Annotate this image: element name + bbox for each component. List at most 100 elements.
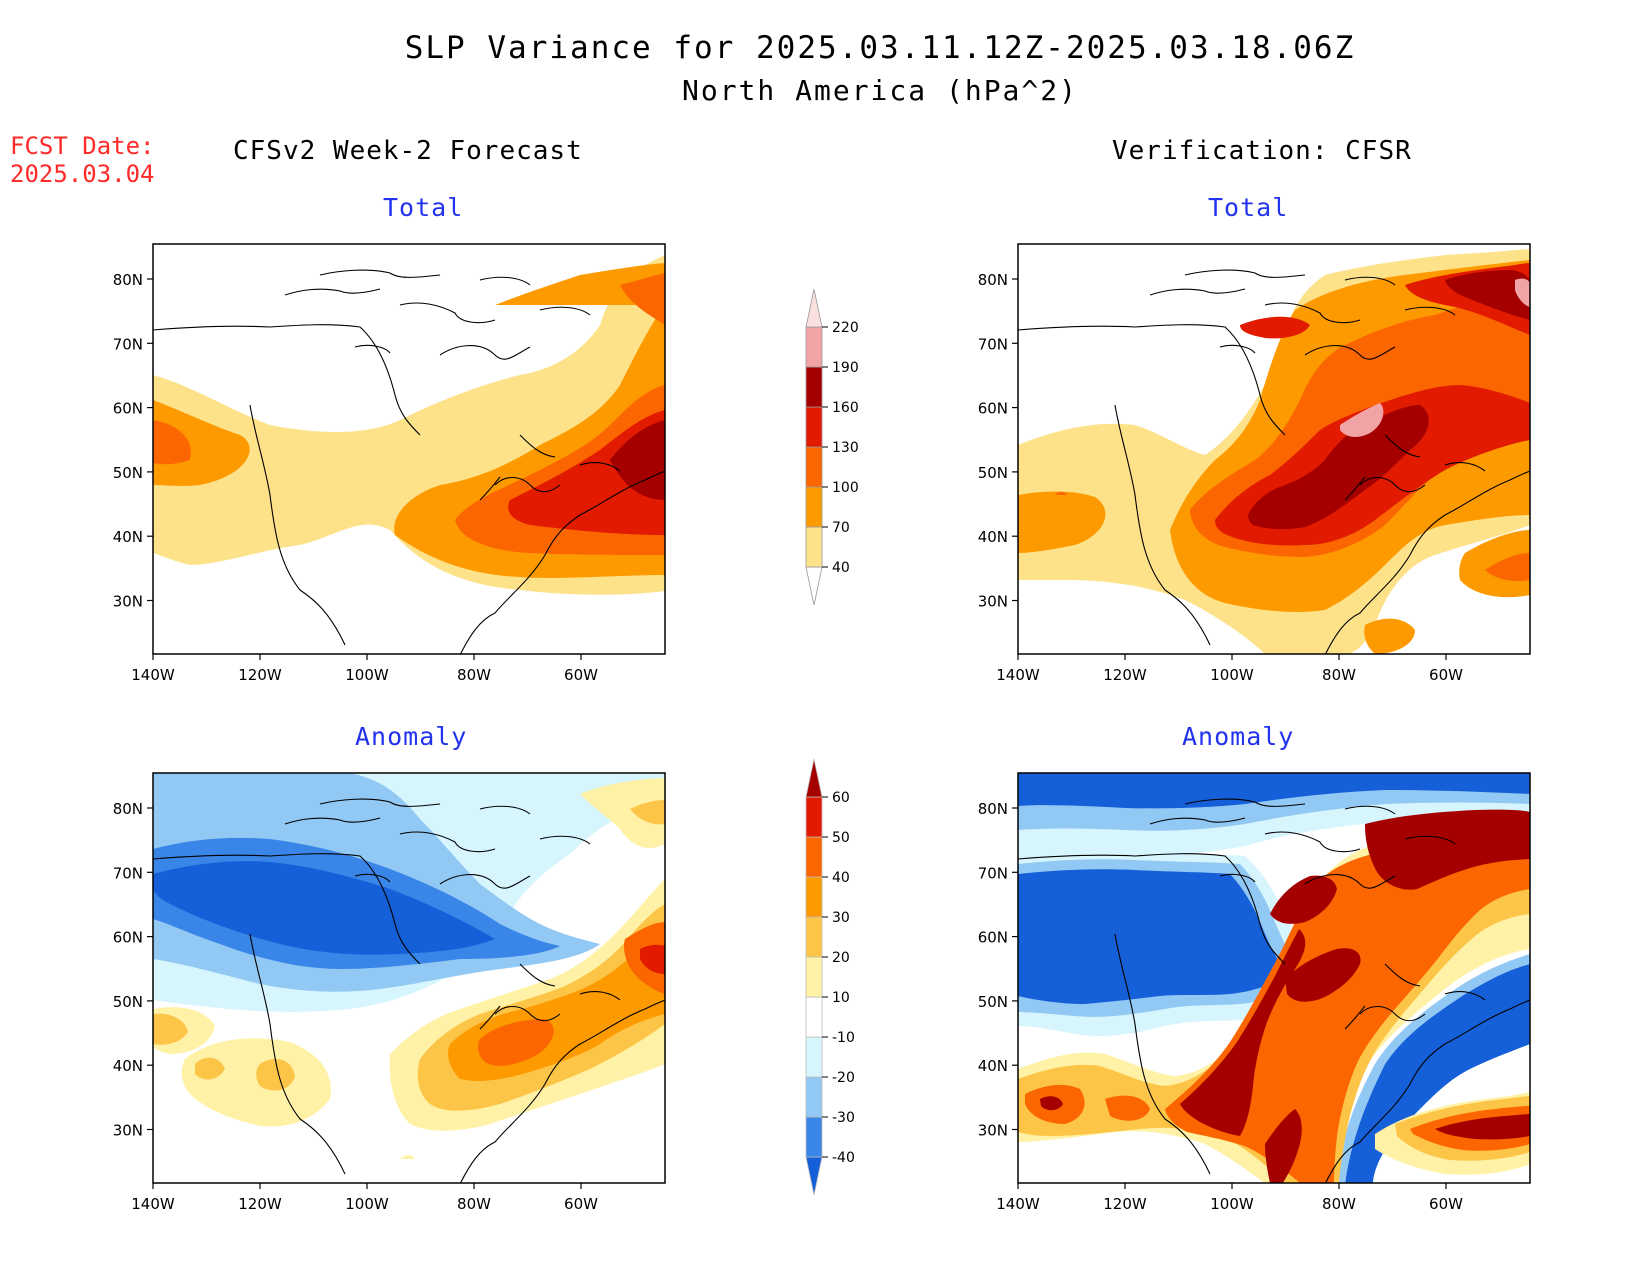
lat-label: 60N: [113, 929, 143, 947]
colorbar-label: 20: [832, 950, 850, 966]
left-column-heading: CFSv2 Week-2 Forecast: [233, 136, 583, 166]
lat-label: 60N: [978, 400, 1008, 418]
fcst-anomaly-title: Anomaly: [355, 722, 468, 751]
contour-p40: [477, 922, 665, 1066]
colorbar-segment: [805, 1156, 823, 1196]
colorbar-label: 40: [832, 560, 850, 576]
contour-m40-top: [1018, 773, 1530, 809]
colorbar-segment: [805, 876, 823, 918]
colorbar-label: 160: [832, 400, 859, 416]
lat-label: 50N: [113, 993, 143, 1011]
colorbar-segment: [805, 1116, 823, 1158]
lon-label: 60W: [564, 1195, 598, 1213]
lon-label: 140W: [131, 1195, 175, 1213]
lat-label: 70N: [113, 335, 143, 353]
colorbar-segment: [805, 1076, 823, 1118]
colorbar-label: 30: [832, 910, 850, 926]
contour-130: [1215, 263, 1530, 546]
verif-total-map: 80N 70N 60N 50N 40N 30N 140W 120W 100W 80W 60W: [978, 243, 1531, 684]
colorbar-label: 50: [832, 830, 850, 846]
lon-label: 60W: [1429, 666, 1463, 684]
contour-p60-main: [1040, 809, 1530, 1183]
colorbar-label: 70: [832, 520, 850, 536]
lon-label: 100W: [1210, 1195, 1254, 1213]
lat-label: 40N: [978, 1057, 1008, 1075]
colorbar-segment: [805, 288, 823, 328]
lat-label: 80N: [113, 800, 143, 818]
lon-label: 120W: [238, 1195, 282, 1213]
total-colorbar: 40 70 100 130 160 190 220: [805, 288, 859, 606]
contour-100: [153, 273, 665, 555]
lat-label: 50N: [978, 993, 1008, 1011]
colorbar-label: 220: [832, 320, 859, 336]
lon-label: 60W: [1429, 1195, 1463, 1213]
lon-label: 120W: [1103, 666, 1147, 684]
lat-label: 80N: [113, 271, 143, 289]
colorbar-segment: [805, 566, 823, 606]
verif-anomaly-map: 80N 70N 60N 50N 40N 30N 140W 120W 100W 80W 60W: [978, 772, 1531, 1213]
colorbar-label: 60: [832, 790, 850, 806]
colorbar-segment: [805, 366, 823, 408]
map-frame: [152, 772, 666, 1184]
map-frame: [1017, 772, 1531, 1184]
contour-m40-west: [1018, 869, 1287, 1004]
contour-160: [610, 420, 665, 500]
colorbar-segment: [805, 916, 823, 958]
lat-label: 40N: [113, 528, 143, 546]
colorbar-segment: [805, 406, 823, 448]
lat-label: 80N: [978, 271, 1008, 289]
lat-label: 60N: [113, 400, 143, 418]
map-frame: [152, 243, 666, 655]
contour-190: [1340, 278, 1530, 437]
lat-label: 70N: [978, 335, 1008, 353]
contour-100: [1055, 290, 1530, 582]
map-frame: [1017, 243, 1531, 655]
colorbar-segment: [805, 956, 823, 998]
fcst-anomaly-map: 80N 70N 60N 50N 40N 30N 140W 120W 100W 80W 60W: [113, 772, 666, 1213]
colorbar-label: 40: [832, 870, 850, 886]
contour-m40: [153, 861, 495, 955]
lon-label: 80W: [457, 666, 491, 684]
lat-label: 80N: [978, 800, 1008, 818]
colorbar-label: -30: [832, 1110, 855, 1126]
lon-label: 60W: [564, 666, 598, 684]
lon-label: 140W: [996, 1195, 1040, 1213]
colorbar-label: -10: [832, 1030, 855, 1046]
colorbar-label: -20: [832, 1070, 855, 1086]
lat-label: 50N: [978, 464, 1008, 482]
figure-title: SLP Variance for 2025.03.11.12Z-2025.03.…: [404, 30, 1356, 66]
lat-label: 40N: [978, 528, 1008, 546]
lon-label: 80W: [457, 1195, 491, 1213]
lat-label: 30N: [113, 593, 143, 611]
colorbar-segment: [805, 446, 823, 488]
anomaly-colorbar: -40 -30 -20 -10 10 20 30 40 50 60: [805, 758, 855, 1196]
lat-label: 60N: [978, 929, 1008, 947]
colorbar-segment: [805, 996, 823, 1038]
lon-label: 120W: [238, 666, 282, 684]
lon-label: 80W: [1322, 1195, 1356, 1213]
figure-subtitle: North America (hPa^2): [681, 74, 1078, 107]
forecast-date-label: FCST Date:: [10, 132, 155, 160]
lat-label: 50N: [113, 464, 143, 482]
colorbar-label: 130: [832, 440, 859, 456]
contour-130: [508, 410, 665, 535]
lon-label: 80W: [1322, 666, 1356, 684]
fcst-total-title: Total: [383, 193, 464, 222]
colorbar-segment: [805, 326, 823, 368]
lon-label: 120W: [1103, 1195, 1147, 1213]
contour-m20-east: [1335, 954, 1530, 1183]
lat-label: 70N: [978, 864, 1008, 882]
lon-label: 100W: [345, 666, 389, 684]
colorbar-segment: [805, 486, 823, 528]
colorbar-label: 10: [832, 990, 850, 1006]
colorbar-label: 100: [832, 480, 859, 496]
colorbar-segment: [805, 526, 823, 568]
contour-p50: [640, 944, 665, 974]
lon-label: 100W: [345, 1195, 389, 1213]
lat-label: 40N: [113, 1057, 143, 1075]
fcst-total-map: 80N 70N 60N 50N 40N 30N 140W 120W 100W 80W 60W: [113, 243, 666, 684]
contour-p40-main: [1025, 838, 1530, 1183]
verif-anomaly-title: Anomaly: [1182, 722, 1295, 751]
lon-label: 140W: [131, 666, 175, 684]
colorbar-label: -40: [832, 1150, 855, 1166]
